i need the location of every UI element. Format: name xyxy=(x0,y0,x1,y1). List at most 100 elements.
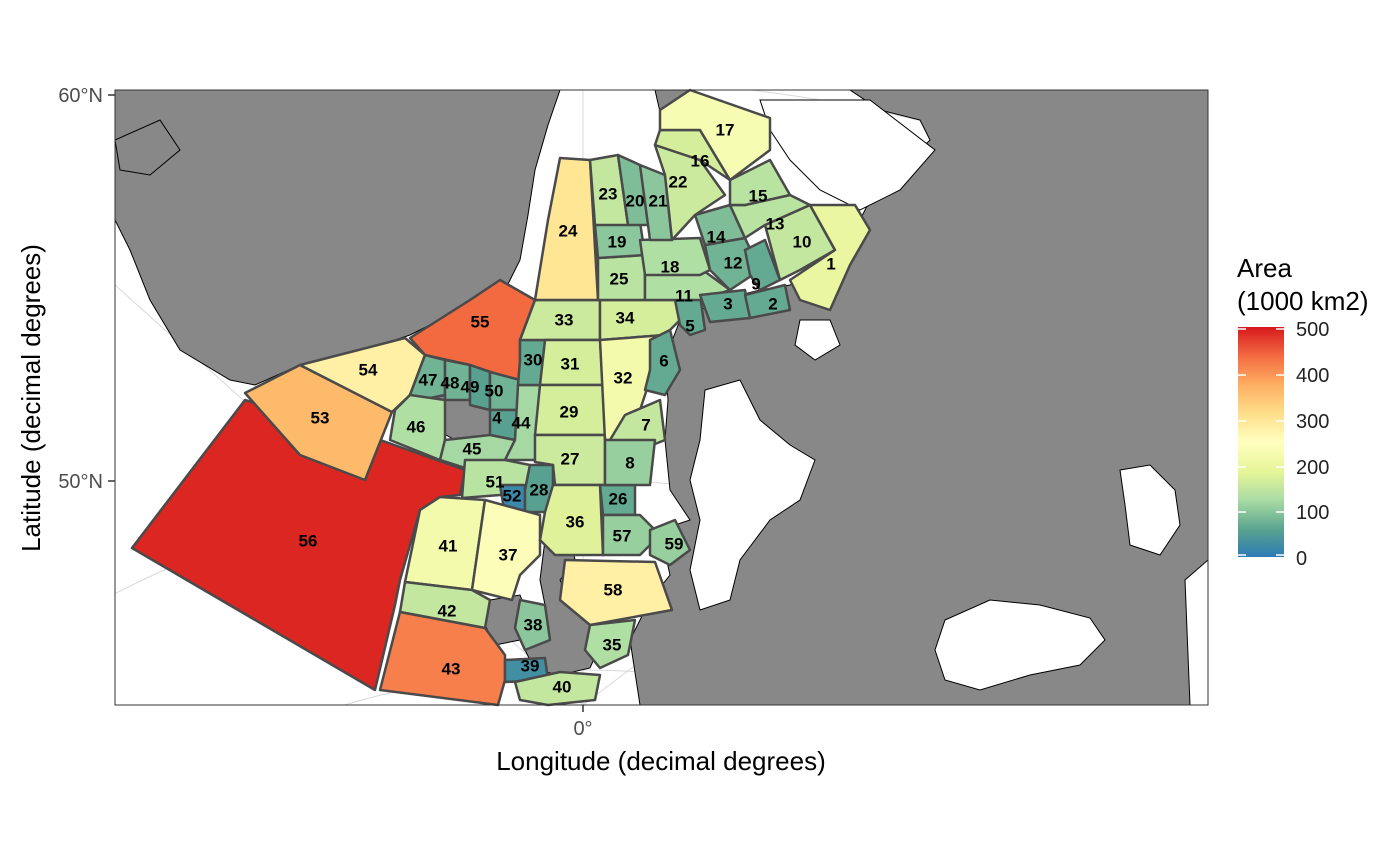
label-region-33: 33 xyxy=(555,310,574,329)
white-sea xyxy=(759,99,936,211)
canada-land xyxy=(115,119,181,176)
label-region-20: 20 xyxy=(626,191,645,210)
label-region-39: 39 xyxy=(521,656,540,675)
label-region-53: 53 xyxy=(311,408,330,427)
caspian-region xyxy=(1119,464,1181,556)
x-axis-title: Longitude (decimal degrees) xyxy=(496,746,826,776)
region-58[interactable] xyxy=(558,558,674,627)
label-region-25: 25 xyxy=(610,269,629,288)
label-region-40: 40 xyxy=(553,677,572,696)
label-region-1: 1 xyxy=(826,254,835,273)
label-region-27: 27 xyxy=(561,449,580,468)
label-region-44: 44 xyxy=(512,413,531,432)
y-tick-60n: 60°N xyxy=(58,85,103,107)
label-region-56: 56 xyxy=(299,531,318,550)
legend-tick-100: 100 xyxy=(1296,502,1329,524)
label-region-47: 47 xyxy=(419,370,438,389)
region-9[interactable] xyxy=(743,238,782,292)
label-region-17: 17 xyxy=(716,120,735,139)
label-region-48: 48 xyxy=(441,373,460,392)
legend-tick-200: 200 xyxy=(1296,457,1329,479)
mediterranean-fragment xyxy=(1184,559,1208,705)
region-2[interactable] xyxy=(743,283,792,320)
label-region-36: 36 xyxy=(566,512,585,531)
region-18[interactable] xyxy=(638,236,712,277)
region-17[interactable] xyxy=(658,88,772,182)
label-region-32: 32 xyxy=(614,368,633,387)
label-region-6: 6 xyxy=(659,351,668,370)
legend: Area (1000 km2) 500 400 300 200 100 0 xyxy=(1237,253,1369,570)
label-region-41: 41 xyxy=(439,536,458,555)
region-42[interactable] xyxy=(398,580,492,630)
label-region-42: 42 xyxy=(438,601,457,620)
label-region-51: 51 xyxy=(486,472,505,491)
map-panel: 17 16 22 15 23 20 21 13 24 14 19 10 12 1… xyxy=(114,88,1209,707)
label-region-14: 14 xyxy=(707,227,726,246)
label-region-59: 59 xyxy=(665,534,684,553)
label-region-26: 26 xyxy=(609,489,628,508)
label-region-43: 43 xyxy=(442,659,461,678)
regions-layer xyxy=(130,88,872,707)
label-region-21: 21 xyxy=(649,191,668,210)
x-tick-0: 0° xyxy=(573,718,592,740)
region-15[interactable] xyxy=(728,158,792,207)
label-region-4: 4 xyxy=(492,408,502,427)
region-24[interactable] xyxy=(533,156,600,302)
label-region-9: 9 xyxy=(751,274,760,293)
region-1[interactable] xyxy=(788,203,872,312)
region-59[interactable] xyxy=(648,518,692,567)
black-sea xyxy=(934,599,1106,691)
label-region-57: 57 xyxy=(613,526,632,545)
label-region-10: 10 xyxy=(793,232,812,251)
region-40[interactable] xyxy=(513,670,602,707)
label-region-58: 58 xyxy=(604,580,623,599)
label-region-24: 24 xyxy=(559,221,578,240)
label-region-52: 52 xyxy=(503,486,522,505)
label-region-12: 12 xyxy=(724,253,743,272)
region-35[interactable] xyxy=(583,618,637,670)
label-region-5: 5 xyxy=(685,316,694,335)
legend-tick-300: 300 xyxy=(1296,411,1329,433)
label-region-13: 13 xyxy=(766,214,785,233)
label-region-31: 31 xyxy=(561,354,580,373)
label-region-18: 18 xyxy=(661,257,680,276)
label-region-3: 3 xyxy=(723,294,732,313)
label-region-8: 8 xyxy=(625,453,634,472)
region-labels: 17 16 22 15 23 20 21 13 24 14 19 10 12 1… xyxy=(299,120,836,696)
x-axis: 0° Longitude (decimal degrees) xyxy=(496,705,826,776)
label-region-50: 50 xyxy=(485,381,504,400)
y-axis-title: Latitude (decimal degrees) xyxy=(16,244,46,552)
label-region-19: 19 xyxy=(608,232,627,251)
region-38[interactable] xyxy=(513,598,552,652)
legend-colorbar xyxy=(1238,327,1284,557)
label-region-35: 35 xyxy=(603,635,622,654)
lake-ladoga xyxy=(794,319,841,361)
y-axis: 60°N 50°N Latitude (decimal degrees) xyxy=(16,85,115,552)
legend-tick-0: 0 xyxy=(1296,548,1307,570)
label-region-37: 37 xyxy=(499,545,518,564)
label-region-38: 38 xyxy=(524,615,543,634)
label-region-7: 7 xyxy=(641,415,650,434)
label-region-28: 28 xyxy=(530,480,549,499)
label-region-29: 29 xyxy=(560,402,579,421)
legend-tick-500: 500 xyxy=(1296,319,1329,341)
region-8[interactable] xyxy=(603,438,657,487)
region-28[interactable] xyxy=(523,463,555,514)
y-tick-50n: 50°N xyxy=(58,471,103,493)
label-region-16: 16 xyxy=(691,151,710,170)
region-6[interactable] xyxy=(643,328,682,397)
label-region-22: 22 xyxy=(669,172,688,191)
label-region-49: 49 xyxy=(461,377,480,396)
label-region-46: 46 xyxy=(407,417,426,436)
label-region-23: 23 xyxy=(599,184,618,203)
label-region-11: 11 xyxy=(675,286,693,305)
baltic-sea xyxy=(689,379,816,611)
legend-tick-400: 400 xyxy=(1296,365,1329,387)
label-region-2: 2 xyxy=(768,294,777,313)
legend-title-line1: Area xyxy=(1237,253,1292,283)
label-region-45: 45 xyxy=(463,439,482,458)
label-region-15: 15 xyxy=(749,186,768,205)
label-region-55: 55 xyxy=(471,312,490,331)
label-region-30: 30 xyxy=(524,350,543,369)
